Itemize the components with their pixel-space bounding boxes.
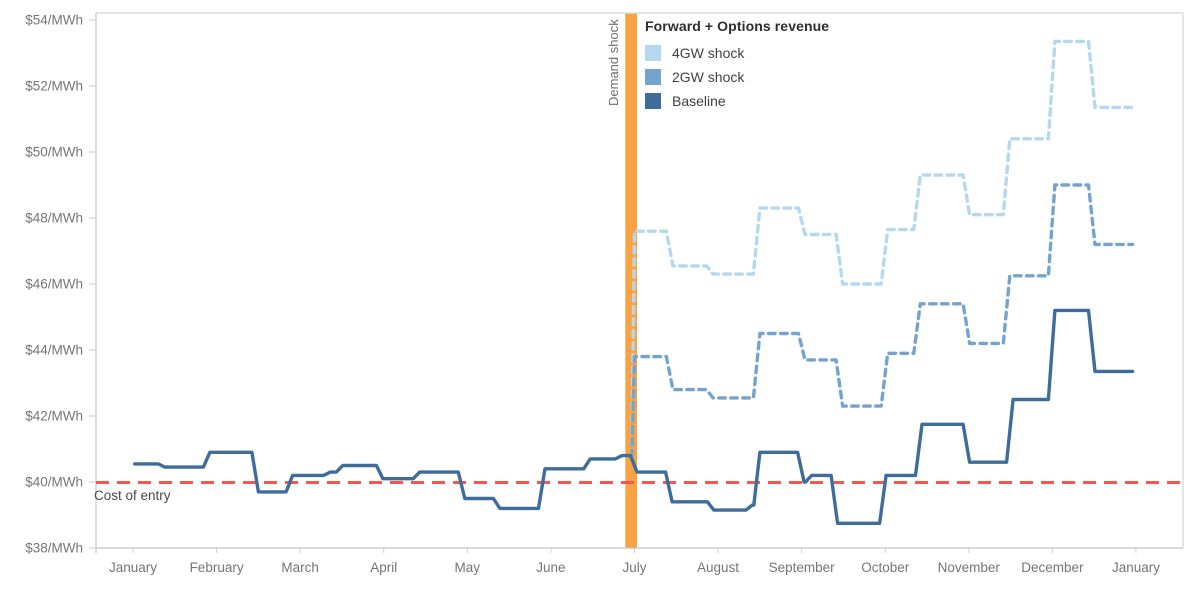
legend-item-4gw-shock: 4GW shock xyxy=(645,41,829,65)
y-axis-tick-label: $44/MWh xyxy=(25,343,83,358)
x-axis-tick-label: September xyxy=(769,560,836,575)
legend-item-baseline: Baseline xyxy=(645,89,829,113)
cost-of-entry-annotation: Cost of entry xyxy=(94,488,171,503)
legend-swatch-4gw-icon xyxy=(645,45,661,61)
legend-label: 2GW shock xyxy=(672,69,745,85)
demand-shock-annotation: Demand shock xyxy=(606,19,621,106)
x-axis-tick-label: June xyxy=(536,560,565,575)
x-axis-tick-label: October xyxy=(861,560,910,575)
x-axis-tick-label: January xyxy=(109,560,157,575)
y-axis-tick-label: $38/MWh xyxy=(25,541,83,556)
x-axis-tick-label: March xyxy=(281,560,319,575)
x-axis-tick-label: November xyxy=(938,560,1001,575)
x-axis-tick-label: May xyxy=(455,560,481,575)
x-axis-tick-label: December xyxy=(1021,560,1084,575)
y-axis-tick-label: $42/MWh xyxy=(25,409,83,424)
y-axis-tick-label: $54/MWh xyxy=(25,13,83,28)
y-axis-tick-label: $50/MWh xyxy=(25,145,83,160)
y-axis-tick-label: $52/MWh xyxy=(25,79,83,94)
legend-label: 4GW shock xyxy=(672,45,745,61)
legend-swatch-baseline-icon xyxy=(645,93,661,109)
x-axis-tick-label: January xyxy=(1112,560,1160,575)
series-line-baseline xyxy=(133,308,1135,525)
y-axis-tick-label: $48/MWh xyxy=(25,211,83,226)
legend-label: Baseline xyxy=(672,93,726,109)
x-axis-tick-label: April xyxy=(370,560,397,575)
demand-shock-band xyxy=(625,13,637,548)
legend-title: Forward + Options revenue xyxy=(645,18,830,34)
y-axis-tick-label: $40/MWh xyxy=(25,475,83,490)
legend-swatch-2gw-icon xyxy=(645,69,661,85)
x-axis-tick-label: February xyxy=(190,560,244,575)
x-axis-tick-label: August xyxy=(697,560,739,575)
series-line-2gw-shock xyxy=(628,183,1135,458)
legend-item-2gw-shock: 2GW shock xyxy=(645,65,829,89)
series-line-4gw-shock xyxy=(628,39,1135,458)
x-axis-tick-label: July xyxy=(622,560,646,575)
y-axis-tick-label: $46/MWh xyxy=(25,277,83,292)
legend: Forward + Options revenue 4GW shock 2GW … xyxy=(645,18,829,113)
